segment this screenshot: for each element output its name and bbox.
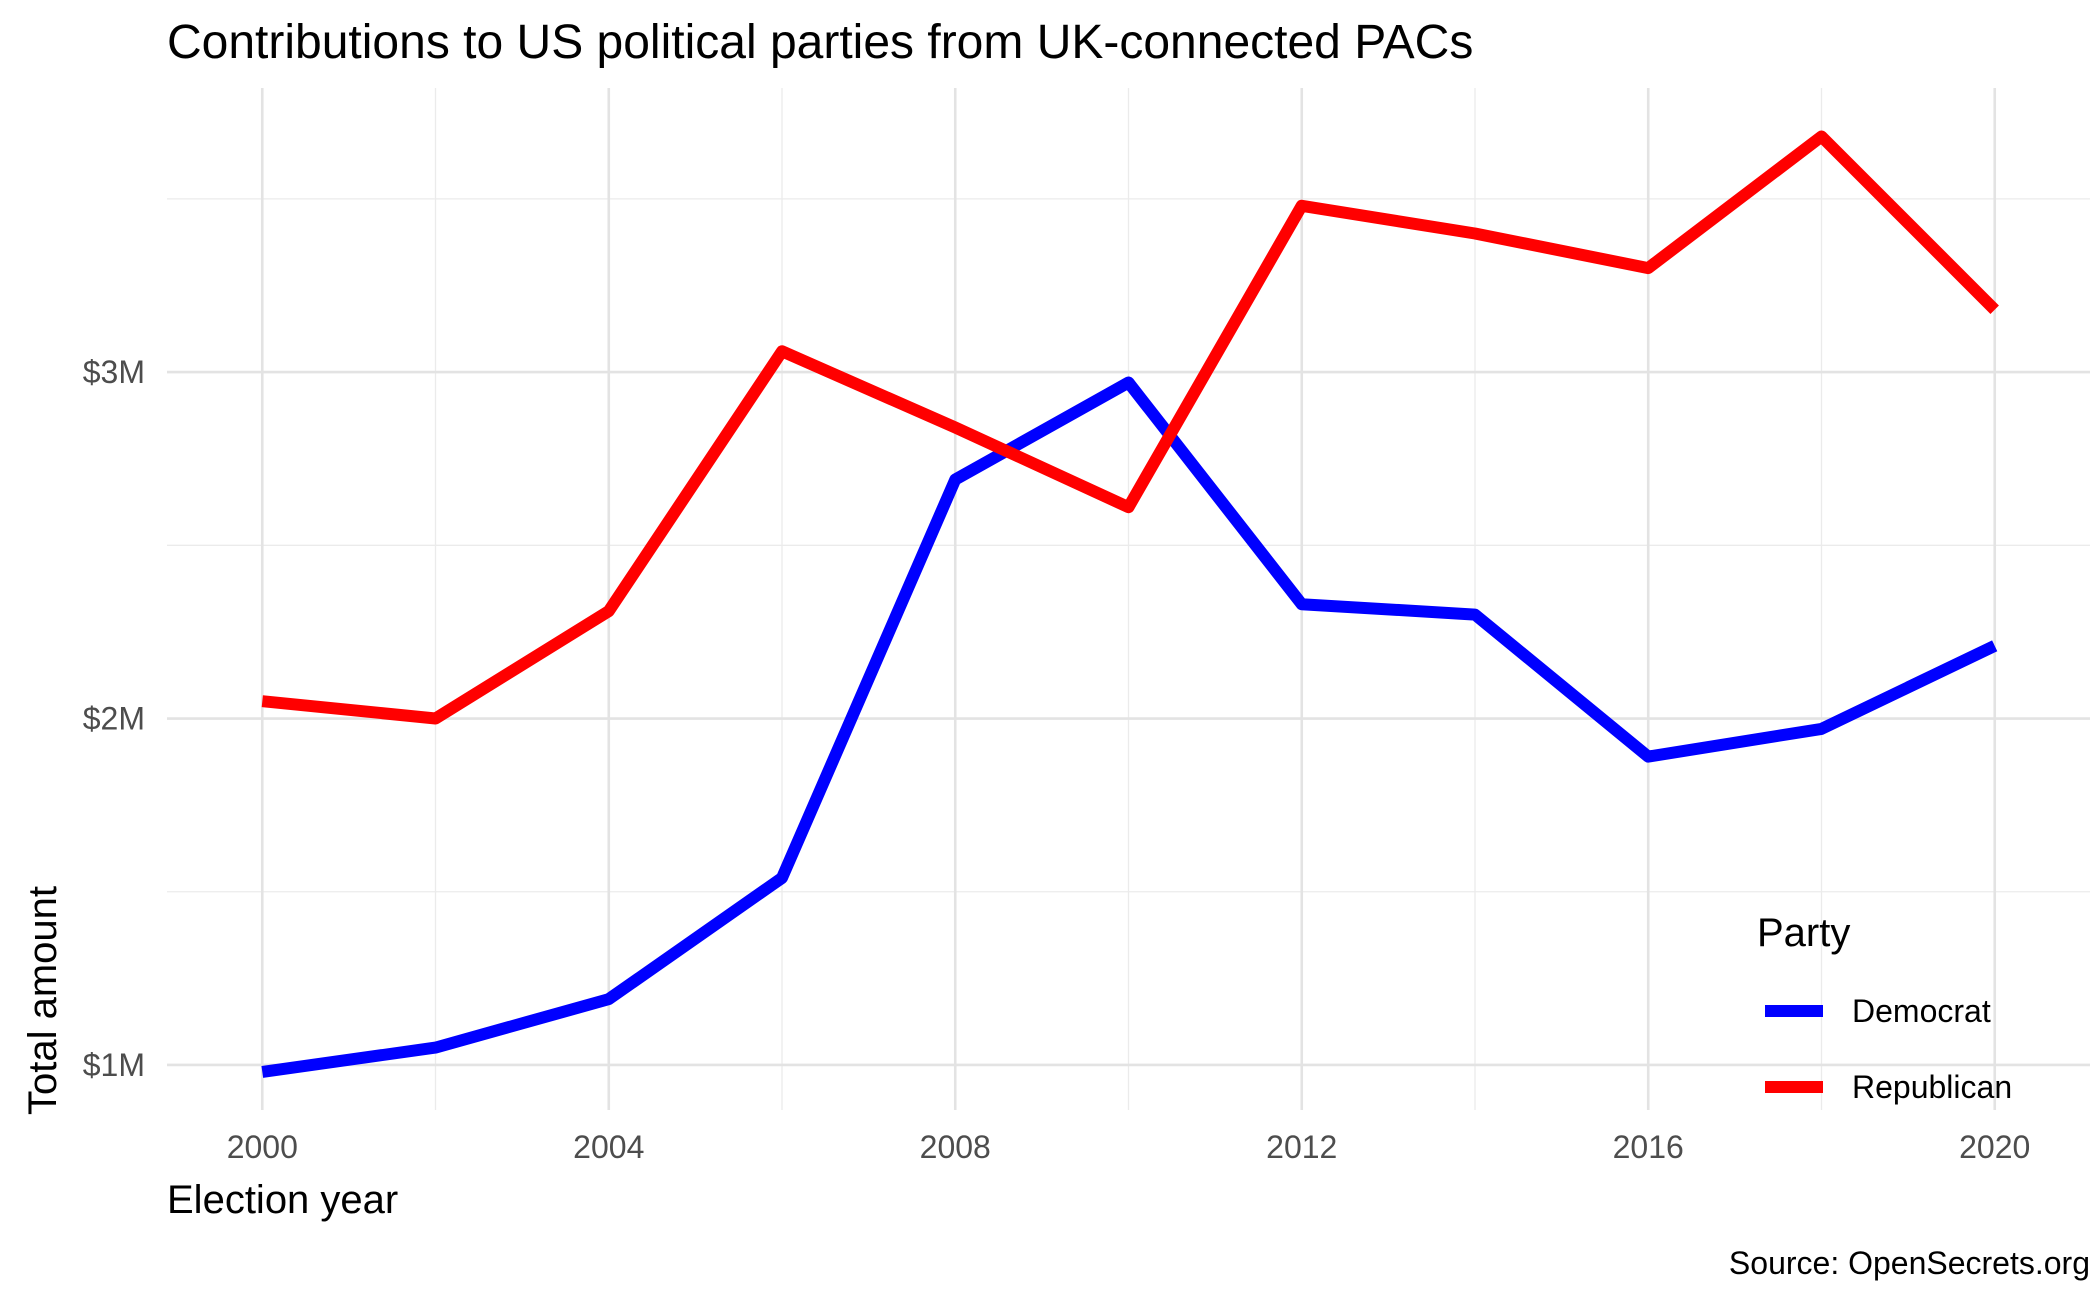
x-tick-label: 2016 <box>1613 1129 1684 1165</box>
legend-label-democrat: Democrat <box>1852 993 1991 1029</box>
legend: Party Democrat Republican <box>1757 911 2012 1105</box>
x-tick-label: 2004 <box>573 1129 644 1165</box>
x-tick-label: 2008 <box>920 1129 991 1165</box>
y-tick-labels: $1M $2M $3M <box>83 354 145 1083</box>
series-lines <box>261 130 1999 1078</box>
y-tick-label: $3M <box>83 354 145 390</box>
grid-lines <box>167 88 2090 1110</box>
chart-title: Contributions to US political parties fr… <box>167 16 1473 69</box>
x-tick-label: 2000 <box>227 1129 298 1165</box>
x-tick-labels: 2000 2004 2008 2012 2016 2020 <box>227 1129 2031 1165</box>
y-tick-label: $2M <box>83 701 145 737</box>
x-axis-title: Election year <box>167 1178 398 1222</box>
y-axis-title: Total amount <box>21 886 65 1115</box>
legend-title: Party <box>1757 911 1850 955</box>
x-tick-label: 2020 <box>1959 1129 2030 1165</box>
x-tick-label: 2012 <box>1266 1129 1337 1165</box>
series-line-democrat <box>261 376 1998 1078</box>
y-tick-label: $1M <box>83 1047 145 1083</box>
legend-label-republican: Republican <box>1852 1069 2012 1105</box>
source-caption: Source: OpenSecrets.org <box>1729 1245 2090 1281</box>
series-line-republican <box>261 130 1999 725</box>
